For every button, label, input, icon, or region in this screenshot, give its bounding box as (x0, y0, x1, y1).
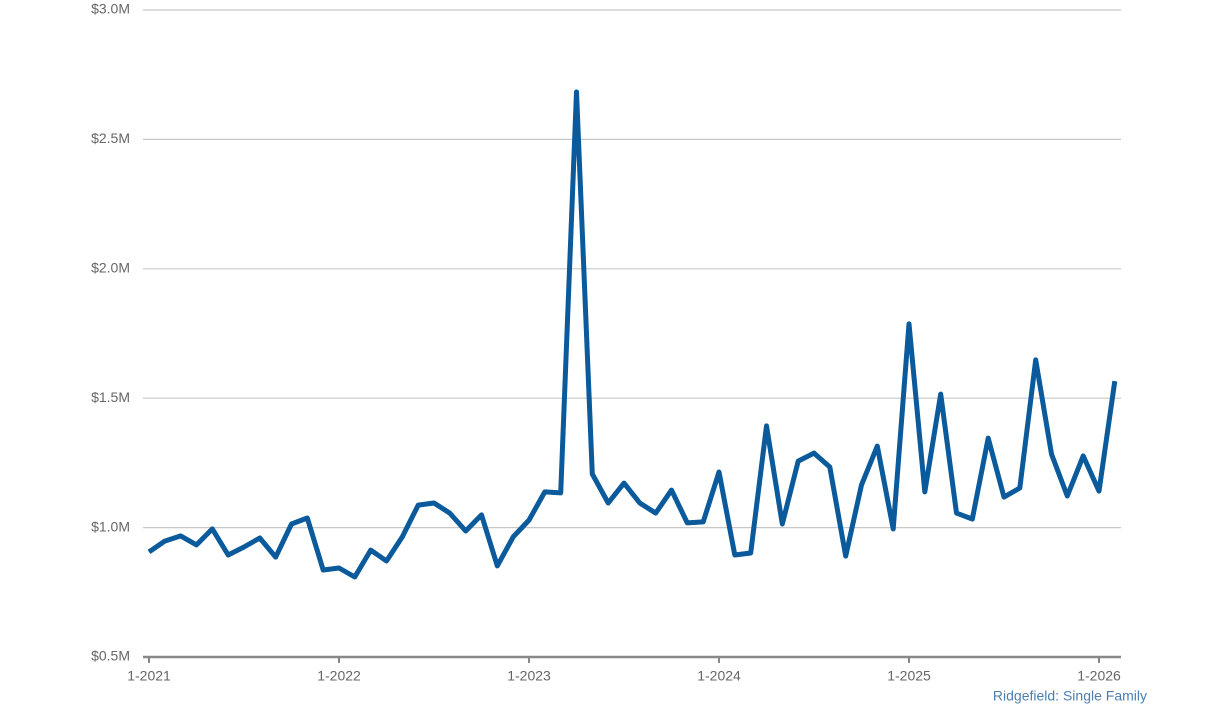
x-tick-label: 1-2023 (507, 668, 551, 684)
y-tick-label: $3.0M (91, 1, 130, 17)
x-tick-label: 1-2024 (697, 668, 741, 684)
x-tick-label: 1-2021 (127, 668, 171, 684)
series-label: Ridgefield: Single Family (993, 688, 1147, 704)
x-tick-label: 1-2025 (887, 668, 931, 684)
y-tick-label: $1.5M (91, 389, 130, 405)
y-tick-label: $1.0M (91, 518, 130, 534)
y-tick-label: $2.5M (91, 130, 130, 146)
y-tick-label: $2.0M (91, 260, 130, 276)
series-line (147, 89, 1118, 580)
x-tick-label: 1-2022 (317, 668, 361, 684)
x-tick-label: 1-2026 (1077, 668, 1121, 684)
y-tick-label: $0.5M (91, 648, 130, 664)
